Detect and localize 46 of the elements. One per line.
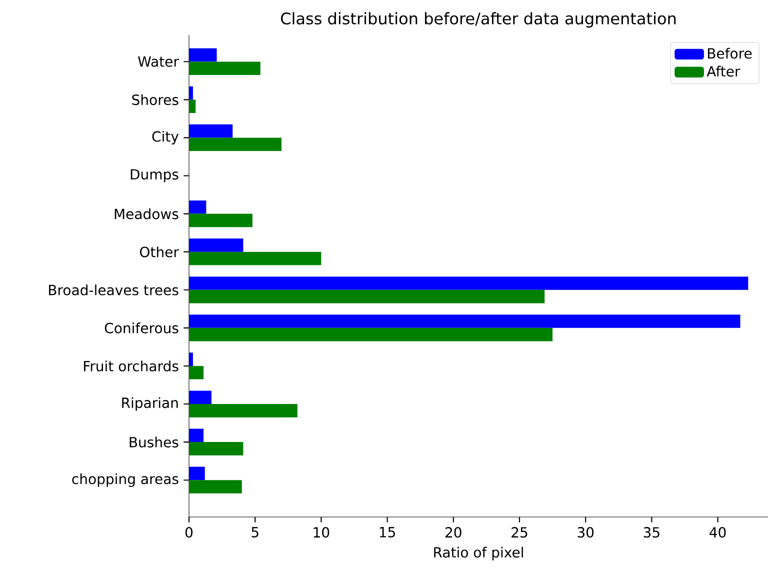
bar <box>189 200 206 214</box>
x-tick-label: 20 <box>446 527 462 538</box>
y-tick-label: Other <box>140 246 179 258</box>
bar <box>189 100 196 113</box>
y-tick-label: Coniferous <box>104 322 178 334</box>
bar <box>189 252 322 266</box>
bar <box>189 290 545 304</box>
x-tick-label: 10 <box>314 527 330 538</box>
bar <box>189 124 233 138</box>
y-tick-label: Dumps <box>130 169 178 182</box>
x-tick-label: 5 <box>252 527 258 538</box>
y-tick-label: Fruit orchards <box>84 360 178 372</box>
x-tick-label: 30 <box>578 527 594 538</box>
x-tick-label: 40 <box>710 527 726 538</box>
bar <box>189 466 205 480</box>
bar <box>189 62 260 75</box>
x-axis-title: Ratio of pixel <box>434 546 523 560</box>
y-tick-label: Water <box>138 56 179 67</box>
x-tick-label: 15 <box>380 527 395 538</box>
legend-label: After <box>706 66 740 77</box>
y-tick-label: Riparian <box>122 397 178 411</box>
bar <box>189 404 298 418</box>
bar <box>189 214 252 228</box>
bar <box>189 238 244 252</box>
chart-title: Class distribution before/after data augmentation <box>281 12 676 28</box>
y-tick-label: Meadows <box>114 208 178 220</box>
bar <box>189 480 242 494</box>
y-tick-label: City <box>152 130 179 144</box>
y-tick-label: Broad-leaves trees <box>49 284 178 296</box>
y-tick-label: Bushes <box>130 436 178 448</box>
bar <box>189 352 193 366</box>
x-tick-label: 25 <box>512 527 528 538</box>
bar <box>189 366 204 380</box>
bar <box>189 314 740 328</box>
bar <box>189 442 244 456</box>
y-tick-label: Shores <box>132 94 178 106</box>
x-tick-label: 35 <box>644 527 660 538</box>
bar <box>189 48 217 62</box>
bar <box>189 428 204 442</box>
bar <box>189 276 748 290</box>
bar <box>189 138 282 152</box>
bar <box>189 390 212 404</box>
legend-label: Before <box>708 48 752 59</box>
y-tick-label: chopping areas <box>72 473 178 487</box>
bar <box>189 328 553 342</box>
x-tick-label: 0 <box>185 527 193 538</box>
